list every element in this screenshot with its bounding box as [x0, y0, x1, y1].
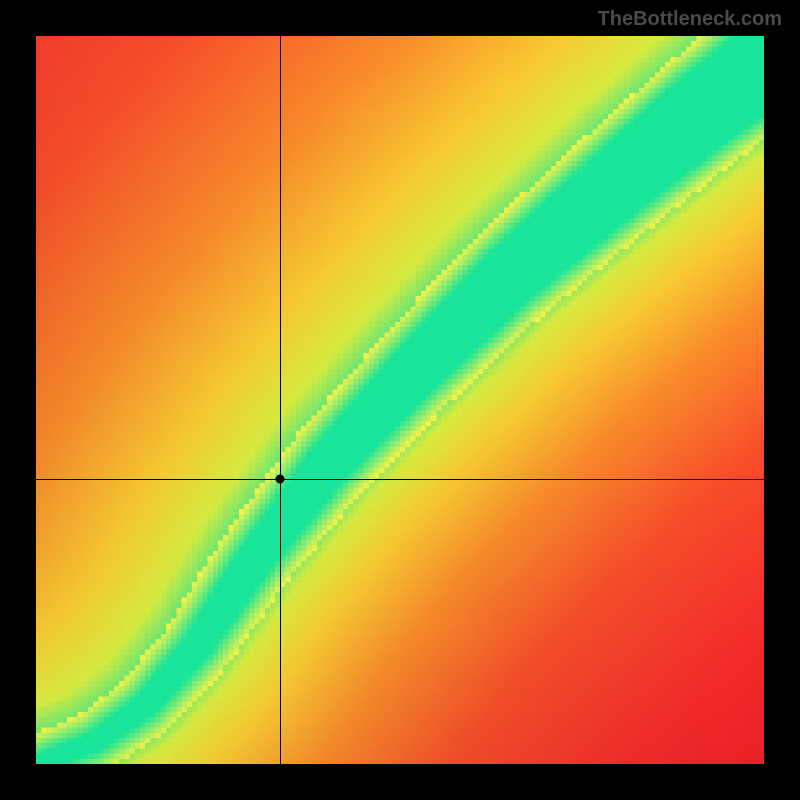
crosshair-marker-dot — [275, 474, 284, 483]
crosshair-horizontal — [36, 479, 764, 480]
crosshair-vertical — [280, 36, 281, 764]
heatmap-plot-area — [36, 36, 764, 764]
watermark-text: TheBottleneck.com — [598, 8, 782, 31]
heatmap-canvas — [36, 36, 764, 764]
